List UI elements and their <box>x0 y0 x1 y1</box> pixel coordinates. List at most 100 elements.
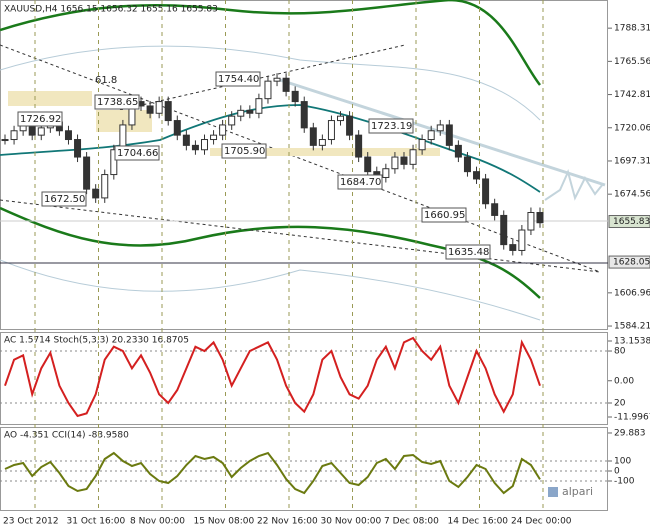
header: XAUUSD,H4 1656.15 1656.32 1655.16 1655.8… <box>4 5 218 15</box>
candle <box>273 77 281 82</box>
candle <box>164 101 172 122</box>
x-tick-label: 14 Dec 16:00 <box>448 517 509 527</box>
candle <box>500 214 508 246</box>
candle <box>418 139 426 151</box>
annotation-box <box>368 118 414 134</box>
y-tick-label: 80 <box>614 347 626 357</box>
candle <box>445 124 453 146</box>
bands <box>0 0 606 321</box>
price-marker <box>608 255 650 269</box>
annotation: 1738.65 <box>97 97 138 108</box>
y-tick-label: 20 <box>614 398 626 408</box>
candle <box>346 115 354 136</box>
candle <box>237 109 245 117</box>
candle <box>536 212 544 224</box>
frames <box>0 0 608 511</box>
candle <box>327 120 335 141</box>
annotation: 1672.50 <box>44 194 85 205</box>
candle <box>246 109 254 114</box>
y-tick-label: -11.9967 <box>614 413 650 423</box>
x-tick-label: 23 Oct 2012 <box>3 517 59 527</box>
y-tick-label: 1606.96 <box>614 288 650 298</box>
candle <box>255 98 263 114</box>
candle <box>454 144 462 158</box>
upper-band <box>0 0 541 86</box>
candle <box>300 101 308 129</box>
annotation: 1726.92 <box>20 114 61 125</box>
candle <box>364 156 372 173</box>
candle <box>74 139 82 158</box>
candle <box>173 120 181 136</box>
candle <box>219 124 227 136</box>
zone <box>96 110 152 132</box>
candle <box>83 156 91 190</box>
price-marker-label: 1628.05 <box>613 258 650 268</box>
annotation-box <box>17 111 63 127</box>
trend-line <box>279 78 606 187</box>
y-tick-label: 1765.56 <box>614 57 650 67</box>
candle <box>110 149 118 176</box>
trend-line <box>0 199 601 273</box>
x-tick-label: 31 Oct 16:00 <box>67 517 126 527</box>
candle <box>282 77 290 92</box>
inner-band <box>0 45 541 121</box>
annotation: 1684.70 <box>340 177 381 188</box>
candle <box>182 134 190 146</box>
y-tick-label: 29.883 <box>614 428 646 438</box>
price-marker <box>608 215 650 229</box>
candle <box>491 203 499 216</box>
candle <box>427 130 435 141</box>
candle <box>101 174 109 199</box>
candle <box>291 90 299 103</box>
candle <box>228 115 236 126</box>
x-tick-label: 15 Nov 08:00 <box>194 517 255 527</box>
annotation: 1635.48 <box>448 247 489 258</box>
zone <box>8 91 92 106</box>
ao-frame <box>0 427 608 511</box>
x-tick-label: 24 Dec 00:00 <box>511 517 572 527</box>
candle <box>509 244 517 251</box>
annotation: 1705.90 <box>224 146 265 157</box>
annotation-box <box>94 94 140 110</box>
lower-band <box>0 206 541 299</box>
y-tick-label: 1584.21 <box>614 322 650 332</box>
candle <box>482 178 490 205</box>
y-tick-label: 1742.81 <box>614 90 650 100</box>
annotation-box <box>445 244 491 260</box>
cci-line <box>4 451 541 495</box>
y-tick-label: 1674.56 <box>614 190 650 200</box>
candle <box>264 80 272 100</box>
y-tick-label: -100 <box>614 477 635 487</box>
candle <box>37 127 45 136</box>
candle <box>518 229 526 251</box>
candle <box>309 127 317 146</box>
x-tick-label: 22 Nov 16:00 <box>257 517 318 527</box>
annotation-box <box>421 207 467 223</box>
price-marker-label: 1655.83 <box>613 217 650 227</box>
candle <box>382 168 390 178</box>
candle <box>473 171 481 180</box>
x-tick-label: 8 Nov 00:00 <box>130 517 185 527</box>
candle <box>318 139 326 146</box>
candle <box>337 115 345 122</box>
x-tick-label: 7 Dec 08:00 <box>384 517 439 527</box>
trend-line <box>119 44 406 111</box>
candle <box>400 156 408 165</box>
candle <box>355 134 363 158</box>
annotation: 1704.66 <box>117 148 158 159</box>
y-tick-label: 100 <box>614 457 631 467</box>
candle <box>391 156 399 170</box>
annotation: 1723.19 <box>371 121 412 132</box>
annotation-box <box>221 143 267 159</box>
stoch-line <box>4 336 541 418</box>
candle <box>210 134 218 141</box>
candle <box>409 149 417 165</box>
annotation: 1754.40 <box>218 74 259 85</box>
annotation: 1660.95 <box>424 210 465 221</box>
y-tick-label: 13.1538 <box>614 336 650 346</box>
zone <box>210 148 440 156</box>
annotation-box <box>337 174 383 190</box>
candle <box>1 139 9 142</box>
